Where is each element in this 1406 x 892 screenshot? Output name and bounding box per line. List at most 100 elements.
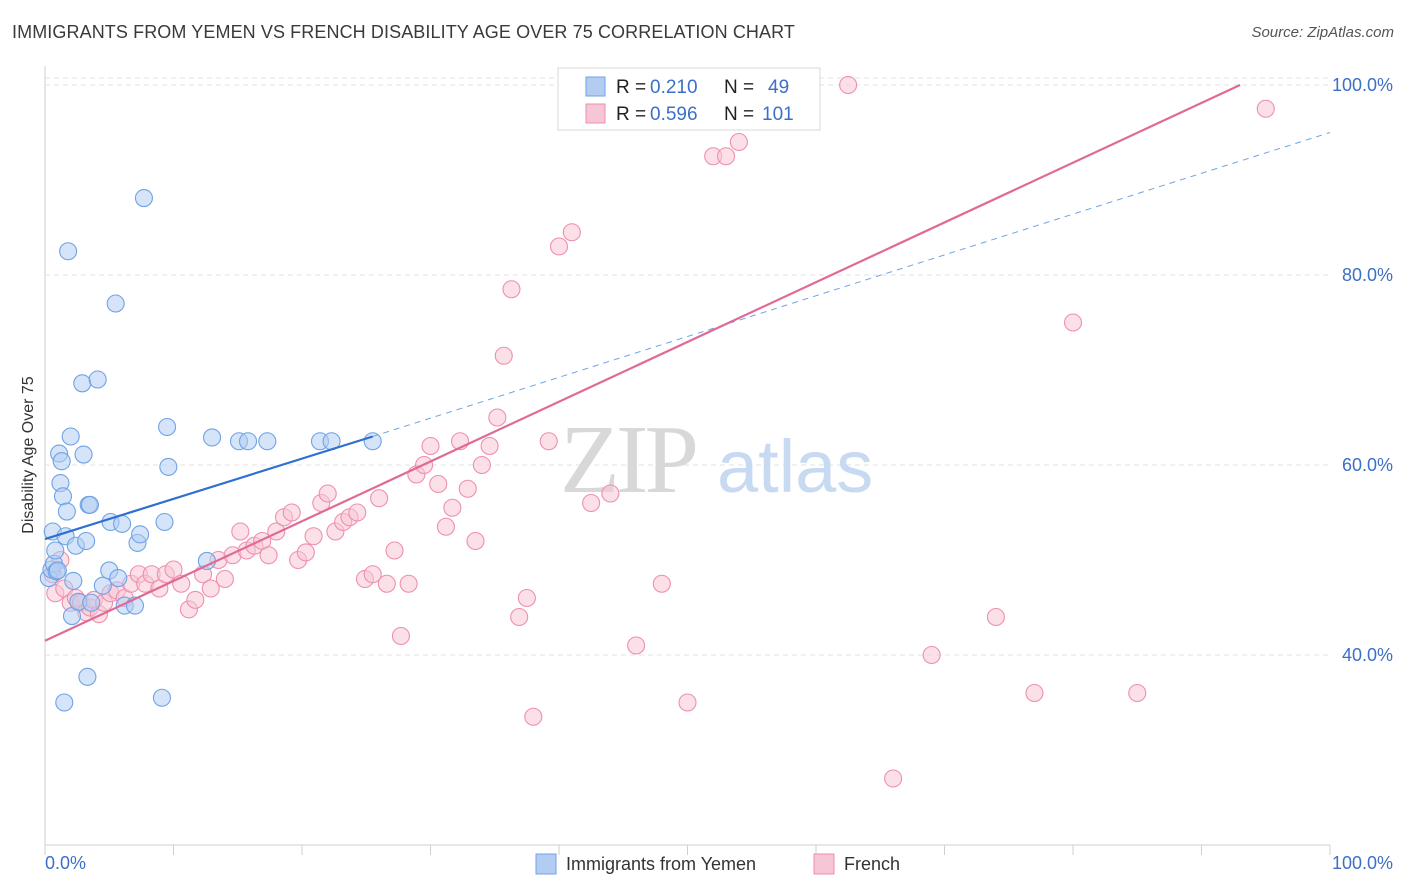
stats-box: R = 0.210 N = 49 R = 0.596 N = 101 [557, 67, 821, 131]
point-yemen [152, 688, 171, 707]
point-french [429, 474, 448, 494]
point-yemen [80, 495, 100, 514]
point-french [884, 769, 903, 788]
point-yemen [158, 417, 177, 437]
point-french [472, 455, 491, 475]
stats-n-value-yemen: 49 [768, 77, 789, 98]
trend-line-yemen [44, 435, 374, 541]
stats-n-label-french: N = [724, 104, 754, 125]
watermark-atlas: atlas [717, 425, 873, 508]
point-french [494, 346, 513, 365]
point-french [922, 645, 941, 665]
legend-label-french[interactable]: French [844, 854, 900, 874]
legend-label-yemen[interactable]: Immigrants from Yemen [566, 854, 756, 874]
point-french [627, 636, 646, 655]
point-french [421, 436, 440, 456]
point-french [282, 503, 301, 522]
point-french [510, 607, 529, 627]
point-yemen [61, 427, 80, 446]
point-french [488, 408, 507, 427]
legend: Immigrants from Yemen French [535, 853, 900, 875]
x-tick-label: 100.0% [1332, 853, 1393, 873]
legend-swatch-yemen[interactable] [535, 853, 557, 875]
point-yemen [88, 370, 107, 389]
point-french [1256, 99, 1275, 118]
trend-line-french [44, 84, 1241, 642]
stats-r-label-french: R = [616, 104, 646, 125]
point-french [549, 237, 569, 256]
stats-r-value-yemen: 0.210 [650, 77, 698, 98]
point-french [399, 574, 418, 593]
point-yemen [82, 593, 101, 612]
stats-r-value-french: 0.596 [650, 104, 698, 125]
point-french [517, 588, 536, 608]
point-yemen [159, 457, 178, 476]
point-french [502, 280, 521, 299]
point-french [466, 531, 485, 551]
point-french [652, 574, 671, 593]
stats-n-value-french: 101 [762, 104, 794, 125]
point-french [480, 436, 499, 456]
point-yemen [258, 432, 277, 451]
point-yemen [131, 525, 150, 544]
point-french [296, 543, 315, 562]
stats-r-label-yemen: R = [616, 77, 646, 98]
point-yemen [109, 568, 128, 588]
point-yemen [53, 487, 73, 506]
point-french [1025, 683, 1044, 703]
point-yemen [48, 561, 67, 580]
point-yemen [155, 512, 174, 532]
y-tick-label: 80.0% [1342, 265, 1393, 285]
point-yemen [78, 667, 97, 686]
x-tick-label: 0.0% [45, 853, 86, 873]
chart-title: IMMIGRANTS FROM YEMEN VS FRENCH DISABILI… [12, 22, 796, 42]
axes [44, 66, 1331, 855]
point-yemen [74, 445, 93, 464]
y-tick-labels: 40.0% 60.0% 80.0% 100.0% [1332, 75, 1393, 665]
point-french [259, 546, 278, 565]
y-tick-label: 100.0% [1332, 75, 1393, 95]
point-yemen [197, 551, 216, 571]
legend-swatch-french[interactable] [813, 853, 835, 875]
point-french [1063, 313, 1083, 332]
point-yemen [106, 294, 125, 313]
point-french [201, 579, 220, 598]
point-french [716, 147, 736, 166]
point-french [539, 432, 558, 451]
point-french [391, 626, 410, 646]
point-french [164, 560, 183, 579]
point-french [601, 484, 620, 503]
point-french [458, 479, 477, 498]
point-french [986, 607, 1005, 627]
point-yemen [73, 374, 92, 393]
point-french [215, 569, 234, 589]
point-yemen [134, 189, 153, 208]
watermark-zip: ZIP [560, 406, 695, 514]
point-french [524, 707, 543, 726]
point-french [385, 541, 404, 560]
x-tick-labels: 0.0% 100.0% [45, 853, 1393, 873]
point-french [231, 522, 250, 541]
point-french [582, 493, 601, 513]
y-tick-label: 60.0% [1342, 455, 1393, 475]
y-axis-label: Disability Age Over 75 [20, 376, 37, 534]
watermark: ZIP atlas [560, 406, 873, 514]
point-french [729, 132, 748, 152]
point-yemen [77, 531, 96, 551]
point-french [186, 590, 205, 609]
stats-swatch-yemen [585, 76, 606, 97]
point-french [436, 517, 455, 536]
point-yemen [57, 502, 76, 521]
point-french [377, 574, 396, 593]
source-label: Source: ZipAtlas.com [1251, 24, 1394, 41]
point-yemen [46, 541, 65, 560]
point-yemen [52, 452, 71, 471]
point-french [348, 503, 367, 522]
y-tick-label: 40.0% [1342, 645, 1393, 665]
stats-swatch-french [585, 103, 606, 124]
point-french [678, 693, 697, 712]
point-french [1128, 683, 1147, 703]
gridlines [45, 77, 1330, 656]
point-yemen [203, 428, 222, 447]
